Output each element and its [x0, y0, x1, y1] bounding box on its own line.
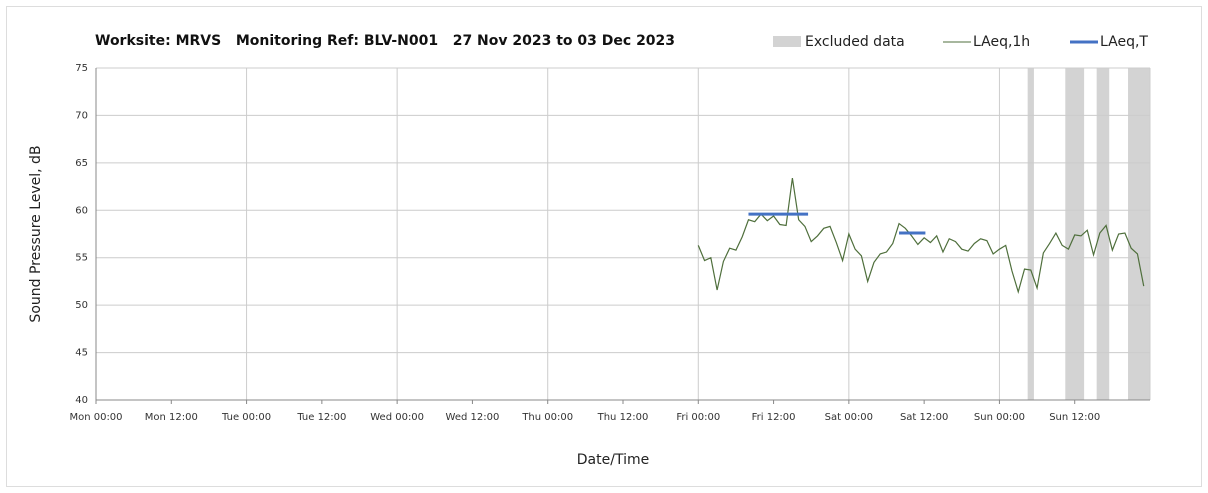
x-tick-label: Thu 00:00 [521, 412, 573, 423]
y-tick-label: 75 [75, 63, 88, 74]
x-tick-label: Thu 12:00 [597, 412, 649, 423]
y-tick-label: 60 [75, 205, 88, 216]
y-tick-label: 65 [75, 158, 88, 169]
legend-label: Excluded data [805, 34, 905, 50]
chart-title: Worksite: MRVS Monitoring Ref: BLV-N001 … [95, 33, 675, 49]
legend-label: LAeq,T [1100, 34, 1148, 50]
data-line [697, 177, 1145, 295]
x-tick-label: Tue 00:00 [221, 412, 271, 423]
x-tick-label: Mon 12:00 [145, 412, 198, 423]
x-tick-label: Sat 00:00 [825, 412, 873, 423]
excluded-band [1027, 68, 1034, 400]
y-axis-title: Sound Pressure Level, dB [28, 145, 44, 322]
y-tick-label: 55 [75, 253, 88, 264]
y-tick-label: 40 [75, 395, 88, 406]
y-tick-label: 70 [75, 110, 88, 121]
frame [6, 6, 1202, 487]
excluded-band [1128, 68, 1150, 400]
x-axis-title: Date/Time [577, 452, 649, 468]
x-tick-label: Fri 00:00 [676, 412, 720, 423]
x-tick-label: Wed 12:00 [446, 412, 500, 423]
x-tick-label: Mon 00:00 [69, 412, 122, 423]
x-tick-label: Tue 12:00 [296, 412, 346, 423]
legend-swatch [773, 36, 801, 47]
legend-label: LAeq,1h [973, 34, 1030, 50]
excluded-band [1065, 68, 1085, 400]
y-tick-label: 45 [75, 348, 88, 359]
x-tick-label: Sun 00:00 [974, 412, 1025, 423]
x-tick-label: Fri 12:00 [752, 412, 796, 423]
x-tick-label: Sat 12:00 [900, 412, 948, 423]
x-tick-label: Sun 12:00 [1049, 412, 1100, 423]
x-tick-label: Wed 00:00 [370, 412, 424, 423]
y-tick-label: 50 [75, 300, 88, 311]
excluded-band [1096, 68, 1110, 400]
